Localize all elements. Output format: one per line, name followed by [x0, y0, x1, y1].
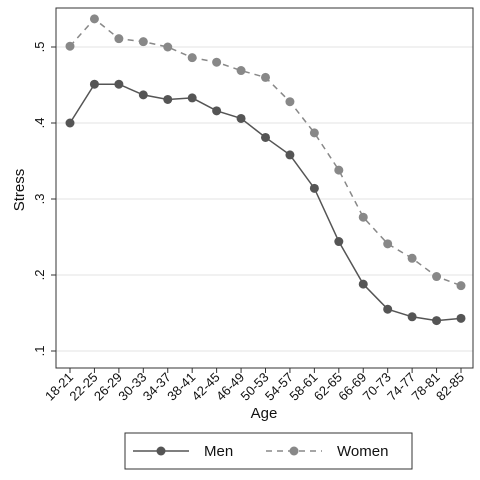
women-data-point	[334, 165, 344, 175]
men-data-point	[187, 93, 197, 103]
women-data-point	[236, 66, 246, 76]
men-data-point	[432, 316, 442, 326]
men-data-point	[236, 113, 246, 123]
y-axis-ticks: .1 .2 .3 .4 .5	[32, 42, 56, 357]
women-data-point	[187, 53, 197, 63]
legend-men-marker	[156, 446, 166, 456]
women-data-point	[89, 14, 99, 24]
legend-men-label: Men	[204, 443, 233, 460]
y-tick-label: .4	[32, 118, 47, 129]
x-axis-title: Age	[251, 405, 278, 422]
legend-women-label: Women	[337, 443, 388, 460]
men-data-point	[285, 150, 295, 160]
men-data-point	[138, 90, 148, 100]
men-data-point	[334, 237, 344, 247]
men-data-point	[114, 79, 124, 89]
y-tick-label: .2	[32, 270, 47, 281]
women-data-point	[358, 212, 368, 222]
legend-women-marker	[289, 446, 299, 456]
men-data-point	[65, 118, 75, 128]
women-data-point	[407, 253, 417, 263]
men-data-point	[383, 304, 393, 314]
men-data-point	[163, 94, 173, 104]
y-tick-label: .5	[32, 42, 47, 53]
women-data-point	[114, 34, 124, 44]
y-tick-label: .1	[32, 346, 47, 357]
men-data-point	[407, 312, 417, 322]
legend: Men Women	[124, 432, 413, 470]
women-data-point	[138, 37, 148, 47]
plot-frame	[55, 7, 474, 369]
women-data-point	[212, 57, 222, 67]
women-data-point	[309, 128, 319, 138]
women-data-point	[285, 97, 295, 107]
women-data-point	[456, 281, 466, 291]
women-data-point	[261, 72, 270, 82]
women-data-point	[432, 272, 442, 282]
men-data-point	[212, 106, 222, 116]
men-data-point	[309, 183, 319, 193]
women-data-point	[65, 41, 75, 51]
men-data-point	[89, 79, 99, 89]
men-data-point	[261, 132, 270, 142]
gridlines	[56, 46, 473, 352]
y-axis-title: Stress	[11, 169, 28, 212]
men-data-point	[456, 313, 466, 323]
women-data-point	[383, 239, 393, 249]
y-tick-label: .3	[32, 194, 47, 205]
series-layer	[65, 14, 466, 326]
men-data-point	[358, 279, 368, 289]
women-data-point	[163, 42, 173, 52]
